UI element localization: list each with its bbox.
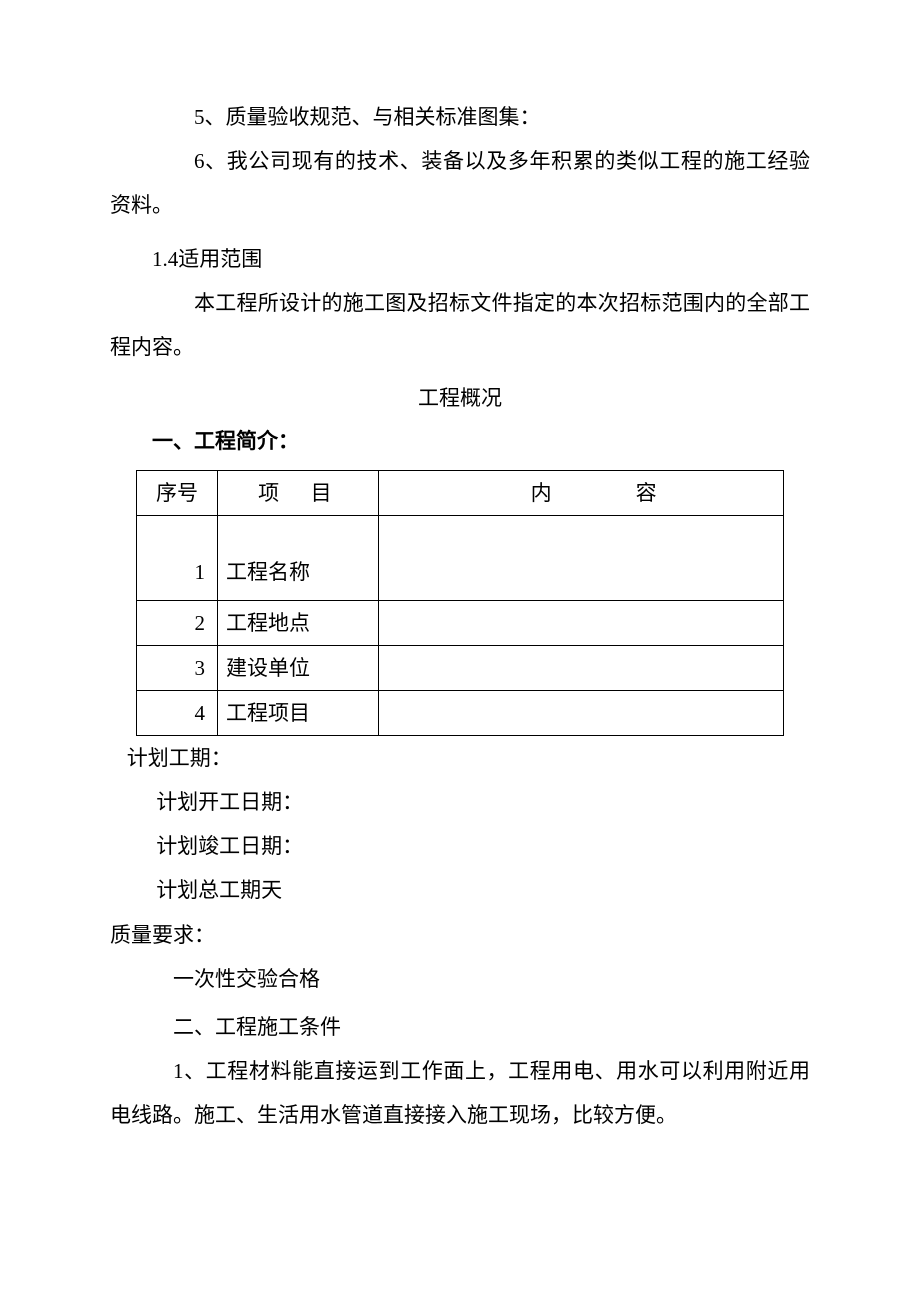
- plan-total: 计划总工期天: [110, 868, 810, 912]
- cell-content: [379, 691, 784, 736]
- project-table: 序号 项目 内容 1 工程名称 2 工程地点 3 建设单位: [136, 470, 784, 736]
- cell-item: 工程名称: [218, 515, 379, 600]
- scope-heading: 1.4适用范围: [110, 237, 810, 281]
- cell-content: [379, 645, 784, 690]
- table-row: 2 工程地点: [137, 600, 784, 645]
- quality-body: 一次性交验合格: [110, 957, 810, 1001]
- plan-end: 计划竣工日期：: [110, 824, 810, 868]
- cell-content: [379, 600, 784, 645]
- cell-seq: 3: [137, 645, 218, 690]
- header-item-text: 项目: [233, 481, 363, 505]
- cell-seq: 1: [137, 515, 218, 600]
- project-table-wrapper: 序号 项目 内容 1 工程名称 2 工程地点 3 建设单位: [136, 470, 784, 736]
- quality-heading: 质量要求：: [110, 913, 810, 957]
- intro-heading: 一、工程简介：: [110, 420, 810, 464]
- cell-seq: 2: [137, 600, 218, 645]
- overview-title: 工程概况: [110, 376, 810, 420]
- document-page: 5、质量验收规范、与相关标准图集： 6、我公司现有的技术、装备以及多年积累的类似…: [0, 0, 920, 1301]
- conditions-heading: 二、工程施工条件: [110, 1005, 810, 1049]
- header-item: 项目: [218, 470, 379, 515]
- plan-start: 计划开工日期：: [110, 780, 810, 824]
- cell-item: 工程项目: [218, 691, 379, 736]
- header-seq: 序号: [137, 470, 218, 515]
- conditions-body: 1、工程材料能直接运到工作面上，工程用电、用水可以利用附近用电线路。施工、生活用…: [110, 1049, 810, 1137]
- cell-content: [379, 515, 784, 600]
- plan-period: 计划工期：: [110, 736, 810, 780]
- header-content-text: 内容: [421, 481, 740, 505]
- table-row: 4 工程项目: [137, 691, 784, 736]
- cell-seq: 4: [137, 691, 218, 736]
- scope-body: 本工程所设计的施工图及招标文件指定的本次招标范围内的全部工程内容。: [110, 281, 810, 369]
- paragraph-6: 6、我公司现有的技术、装备以及多年积累的类似工程的施工经验资料。: [110, 139, 810, 227]
- cell-item: 建设单位: [218, 645, 379, 690]
- paragraph-5: 5、质量验收规范、与相关标准图集：: [110, 95, 810, 139]
- cell-item: 工程地点: [218, 600, 379, 645]
- table-row: 1 工程名称: [137, 515, 784, 600]
- table-header-row: 序号 项目 内容: [137, 470, 784, 515]
- header-content: 内容: [379, 470, 784, 515]
- table-row: 3 建设单位: [137, 645, 784, 690]
